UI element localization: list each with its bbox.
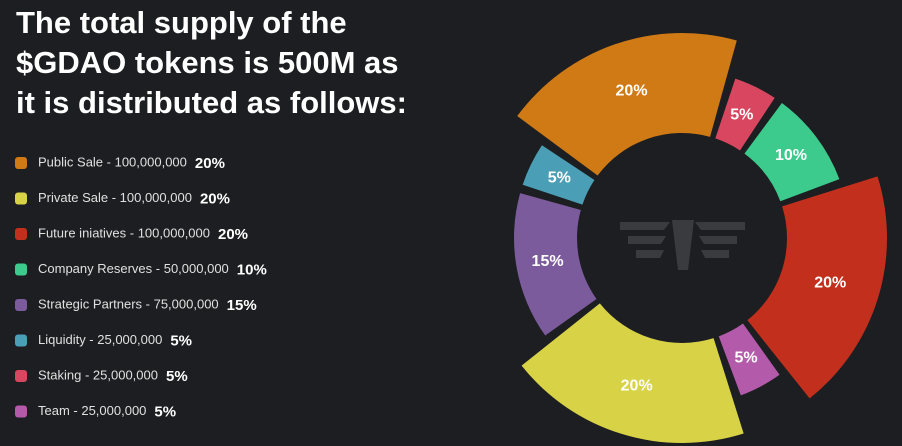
legend-label: Private Sale - 100,000,000: [38, 190, 192, 205]
legend-swatch: [15, 370, 27, 382]
legend-swatch: [15, 157, 27, 169]
slice-label: 20%: [616, 83, 648, 100]
slice-label: 20%: [621, 377, 653, 394]
legend-swatch: [15, 334, 27, 347]
slice-label: 20%: [814, 275, 846, 292]
donut-slice: [747, 176, 887, 399]
legend-value: 5%: [170, 332, 192, 349]
slice-label: 5%: [730, 107, 753, 124]
donut-slice: [517, 33, 737, 176]
legend-swatch: [15, 405, 27, 418]
slice-label: 15%: [532, 253, 564, 270]
legend-label: Team - 25,000,000: [38, 403, 146, 418]
legend-value: 20%: [218, 226, 248, 243]
legend-value: 15%: [227, 297, 257, 314]
legend-swatch: [15, 263, 27, 276]
legend-value: 5%: [166, 368, 188, 385]
donut-slice: [744, 102, 840, 202]
legend-label: Strategic Partners - 75,000,000: [38, 296, 219, 311]
slice-label: 10%: [775, 147, 807, 164]
donut-slice: [718, 323, 780, 396]
legend-swatch: [15, 299, 27, 311]
legend-label: Company Reserves - 50,000,000: [38, 261, 229, 276]
donut-slice: [514, 193, 597, 336]
legend-swatch: [15, 228, 27, 240]
donut-slice: [522, 145, 595, 205]
legend-label: Future iniatives - 100,000,000: [38, 225, 210, 240]
slice-label: 5%: [548, 169, 571, 186]
donut-slice: [521, 303, 744, 443]
legend-value: 20%: [200, 190, 230, 207]
legend-value: 5%: [154, 403, 176, 420]
legend-label: Public Sale - 100,000,000: [38, 154, 187, 169]
chart-title: The total supply of the $GDAO tokens is 5…: [16, 5, 407, 120]
legend-value: 10%: [237, 261, 267, 278]
legend-swatch: [15, 192, 27, 205]
legend-value: 20%: [195, 155, 225, 172]
logo: [620, 220, 745, 270]
slice-label: 5%: [735, 350, 758, 367]
donut-slice: [715, 78, 775, 151]
legend-label: Liquidity - 25,000,000: [38, 332, 162, 347]
legend-label: Staking - 25,000,000: [38, 367, 158, 382]
